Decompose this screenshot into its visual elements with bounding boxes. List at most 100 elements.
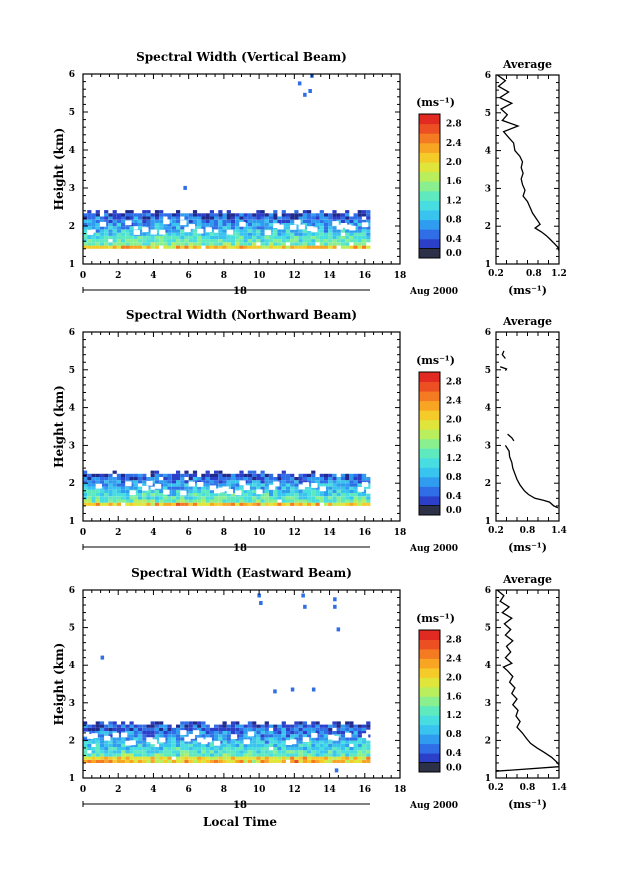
heatmap-cell bbox=[366, 229, 371, 233]
heatmap-cell bbox=[91, 740, 96, 744]
colorbar-level bbox=[419, 448, 440, 459]
heatmap-cell bbox=[121, 759, 126, 763]
heatmap-cell bbox=[226, 750, 231, 754]
heatmap-cell bbox=[112, 239, 117, 243]
heatmap-cell bbox=[137, 502, 143, 506]
heatmap-cell bbox=[83, 232, 88, 236]
heatmap-cell bbox=[226, 756, 231, 760]
heatmap-cell bbox=[332, 216, 337, 220]
heatmap-cell bbox=[184, 724, 189, 728]
heatmap-cell bbox=[252, 734, 257, 738]
heatmap-cell bbox=[226, 483, 231, 487]
heatmap-cell bbox=[323, 483, 329, 487]
heatmap-cell bbox=[218, 731, 223, 735]
heatmap-cell bbox=[121, 747, 126, 751]
heatmap-cell bbox=[323, 759, 329, 763]
heatmap-cell bbox=[197, 486, 202, 490]
heatmap-cell bbox=[108, 727, 113, 731]
heatmap-cell bbox=[294, 239, 299, 243]
heatmap-cell bbox=[298, 229, 303, 233]
heatmap-cell bbox=[116, 731, 121, 735]
colorbar-level bbox=[419, 486, 440, 497]
heatmap-cell bbox=[222, 477, 227, 481]
heatmap-cell bbox=[197, 750, 202, 754]
colorbar-level bbox=[419, 734, 440, 745]
colorbar-level bbox=[419, 743, 440, 754]
heatmap-cell bbox=[362, 239, 367, 243]
heatmap-cell bbox=[112, 216, 117, 220]
heatmap-cell bbox=[319, 226, 324, 230]
heatmap-cell bbox=[269, 499, 274, 503]
heatmap-cell bbox=[349, 486, 354, 490]
heatmap-cell bbox=[150, 731, 155, 735]
heatmap-cell bbox=[188, 731, 193, 735]
heatmap-cell bbox=[133, 734, 138, 738]
heatmap-cell bbox=[205, 213, 210, 217]
heatmap-cell bbox=[273, 486, 278, 490]
heatmap-cell bbox=[150, 750, 155, 754]
heatmap-cell bbox=[269, 477, 274, 481]
heatmap-cell bbox=[366, 724, 371, 728]
heatmap-cell bbox=[319, 743, 324, 747]
heatmap-cell bbox=[197, 731, 202, 735]
heatmap-cell bbox=[336, 483, 341, 487]
heatmap-cell bbox=[205, 483, 210, 487]
heatmap-cell bbox=[95, 740, 100, 744]
heatmap-cell bbox=[332, 483, 337, 487]
colorbar-level bbox=[419, 630, 440, 640]
heatmap-cell bbox=[180, 724, 185, 728]
heatmap-cell bbox=[197, 743, 202, 747]
heatmap-cell bbox=[298, 480, 303, 484]
heatmap-cell bbox=[154, 731, 160, 735]
heatmap-cell bbox=[311, 245, 316, 249]
heatmap-cell bbox=[285, 731, 291, 735]
heatmap-cell bbox=[328, 245, 333, 249]
heatmap-cell bbox=[176, 724, 181, 728]
heatmap-cell bbox=[239, 731, 244, 735]
heatmap-cell bbox=[201, 743, 206, 747]
heatmap-cell bbox=[91, 483, 96, 487]
heatmap-cell bbox=[121, 219, 126, 223]
heatmap-cell bbox=[163, 477, 168, 481]
heatmap-cell bbox=[319, 747, 324, 751]
heatmap-cell bbox=[247, 724, 252, 728]
heatmap-cell bbox=[332, 239, 337, 243]
heatmap-cell bbox=[188, 496, 193, 500]
heatmap-cell bbox=[252, 239, 257, 243]
heatmap-cell bbox=[281, 759, 286, 763]
heatmap-gap bbox=[345, 224, 352, 230]
avg-y-tick-label: 3 bbox=[485, 441, 491, 451]
heatmap-cell bbox=[256, 756, 261, 760]
heatmap-cell bbox=[319, 750, 324, 754]
heatmap-gap bbox=[239, 480, 246, 486]
heatmap-cell bbox=[83, 235, 88, 240]
heatmap-cell bbox=[235, 502, 240, 506]
heatmap-cell bbox=[256, 734, 261, 738]
heatmap-cell bbox=[201, 242, 206, 246]
heatmap-cell bbox=[340, 489, 345, 493]
heatmap-cell bbox=[209, 210, 214, 214]
heatmap-cell bbox=[340, 756, 345, 760]
heatmap-cell bbox=[247, 496, 252, 500]
heatmap-cell bbox=[176, 216, 181, 220]
heatmap-cell bbox=[116, 216, 121, 220]
heatmap-cell bbox=[226, 239, 231, 243]
heatmap-cell bbox=[188, 724, 193, 728]
heatmap-cell bbox=[176, 740, 181, 744]
heatmap-gap bbox=[125, 481, 132, 487]
heatmap-cell bbox=[256, 747, 261, 751]
heatmap-cell bbox=[311, 499, 316, 503]
heatmap-cell bbox=[264, 759, 269, 763]
heatmap-cell bbox=[269, 223, 274, 227]
heatmap-cell bbox=[247, 753, 252, 757]
heatmap-cell bbox=[184, 740, 189, 744]
colorbar-level bbox=[419, 162, 440, 173]
heatmap-cell bbox=[184, 239, 189, 243]
heatmap-cell bbox=[277, 486, 282, 490]
heatmap-cell bbox=[332, 477, 337, 481]
heatmap-cell bbox=[116, 496, 121, 500]
heatmap-cell bbox=[319, 239, 324, 243]
heatmap-cell bbox=[298, 740, 303, 744]
heatmap-cell bbox=[362, 226, 367, 230]
heatmap-cell bbox=[294, 213, 299, 217]
